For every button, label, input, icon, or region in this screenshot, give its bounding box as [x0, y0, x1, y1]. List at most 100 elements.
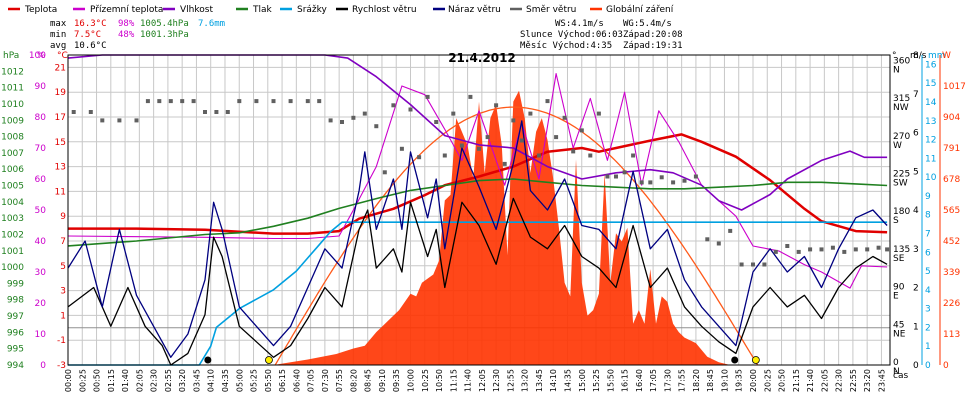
x-tick-label: 04:10 [207, 369, 216, 392]
info-mesic-zapad: Západ:19:31 [623, 41, 683, 51]
wind-tick-label: 2 [913, 284, 919, 294]
temp-tick-label: 13 [55, 163, 66, 173]
wind-tick-label: 5 [913, 167, 919, 177]
wind-direction-point [100, 118, 105, 123]
wind-direction-point [596, 111, 601, 116]
wind-direction-point [254, 99, 259, 104]
x-axis: 00:00 00:25 00:50 01:15 01:40 02:05 02:30 02:55… [64, 369, 886, 392]
temp-tick-label: -3 [57, 361, 66, 371]
legend-label-tlak: Tlak [252, 5, 273, 15]
hum-tick-label: 40 [35, 237, 47, 247]
dir-tick-label: 180 [893, 207, 910, 217]
wind-direction-point [739, 262, 744, 267]
sun-marker-icon [265, 356, 273, 364]
x-tick-label: 07:05 [307, 369, 316, 392]
rain-tick-label: 7 [925, 229, 931, 239]
left-axes: -3-1135791113151719219949959969979989991… [1, 51, 66, 371]
series-globalni-zareni-area [68, 90, 888, 365]
axis-unit-headers: hPa % °C ° m/s mm W [3, 51, 951, 61]
wind-direction-point [571, 149, 576, 154]
rad-tick-label: 791 [943, 144, 960, 154]
wind-direction-point [203, 110, 207, 114]
wind-direction-point [536, 153, 541, 158]
dir-tick-label: 270 [893, 132, 910, 142]
x-tick-label: 10:00 [407, 369, 416, 392]
x-tick-label: 02:05 [135, 369, 144, 392]
dir-name-label: N [893, 367, 900, 377]
dir-name-label: SW [893, 178, 908, 188]
rain-tick-label: 12 [925, 136, 936, 146]
rain-tick-label: 15 [925, 79, 936, 89]
wind-direction-point [425, 94, 430, 99]
wind-direction-point [614, 174, 618, 179]
stats-avg-temp: 10.6°C [74, 41, 107, 51]
wind-direction-point [117, 118, 122, 123]
hum-tick-label: 10 [35, 330, 47, 340]
press-tick-label: 994 [7, 361, 24, 371]
wind-direction-point [588, 153, 593, 158]
dir-name-label: W [893, 141, 902, 151]
x-tick-label: 16:40 [635, 369, 644, 392]
dir-tick-label: 360 [893, 56, 910, 66]
x-tick-label: 04:35 [221, 369, 230, 392]
x-tick-label: 12:05 [478, 369, 487, 392]
dir-tick-label: 315 [893, 94, 910, 104]
stats-block: max 16.3°C 98% 1005.4hPa 7.6mm min 7.5°C… [50, 19, 225, 51]
legend-label-naraz-vetru: Náraz větru [448, 5, 501, 15]
rain-tick-label: 5 [925, 267, 931, 277]
wind-tick-label: 3 [913, 245, 919, 255]
rad-tick-label: 1017 [943, 82, 966, 92]
wind-direction-point [71, 110, 76, 114]
rad-tick-label: 678 [943, 175, 960, 185]
wind-direction-point [865, 247, 870, 252]
wind-direction-point [519, 138, 524, 143]
sun-theoretical-curve [274, 106, 759, 366]
x-tick-label: 12:30 [492, 369, 501, 392]
wind-direction-point [622, 170, 627, 175]
wind-direction-point [885, 247, 890, 252]
dir-name-label: NE [893, 329, 906, 339]
wind-direction-point [528, 111, 533, 116]
moon-marker-icon [731, 356, 739, 364]
wind-direction-point [214, 110, 219, 114]
plot-frame [67, 54, 891, 366]
wind-direction-point [853, 247, 858, 252]
wind-tick-label: 0 [913, 361, 919, 371]
x-tick-label: 09:10 [378, 369, 387, 392]
wind-direction-point [408, 107, 413, 112]
x-tick-label: 17:05 [649, 369, 658, 392]
wind-tick-label: 6 [913, 129, 919, 139]
info-wg: WG:5.4m/s [623, 19, 672, 29]
temp-tick-label: 1 [60, 311, 66, 321]
press-tick-label: 995 [7, 345, 24, 355]
wind-direction-point [391, 103, 396, 108]
info-ws: WS:4.1m/s [555, 19, 604, 29]
x-tick-label: 20:50 [778, 369, 787, 392]
legend-label-smer-vetru: Směr větru [526, 5, 576, 15]
wind-direction-point [716, 241, 721, 246]
wind-direction-point [693, 174, 698, 179]
wind-direction-point [545, 99, 550, 104]
legend-label-rychlost-vetru: Rychlost větru [352, 5, 417, 15]
x-tick-label: 03:45 [192, 369, 201, 392]
wind-direction-point [459, 143, 464, 148]
moon-marker-icon [204, 356, 212, 364]
x-tick-label: 10:50 [435, 369, 444, 392]
rain-tick-label: 2 [925, 323, 931, 333]
wind-tick-label: 4 [913, 206, 919, 216]
x-tick-label: 11:40 [464, 369, 473, 392]
temp-tick-label: 11 [55, 187, 66, 197]
press-tick-label: 996 [7, 328, 24, 338]
press-tick-label: 1009 [1, 116, 24, 126]
wind-direction-point [191, 99, 196, 104]
x-axis-label: čas [893, 370, 908, 381]
x-tick-label: 13:45 [535, 369, 544, 392]
x-tick-label: 05:25 [250, 369, 259, 392]
temp-tick-label: 19 [55, 88, 67, 98]
wind-direction-point [288, 99, 293, 104]
legend-label-prizemni-teplota: Přízemní teplota [90, 5, 163, 15]
rad-tick-label: 0 [943, 361, 949, 371]
astro-info: WS:4.1m/s WG:5.4m/s Slunce Východ:06:03 … [520, 19, 683, 51]
press-tick-label: 998 [7, 296, 24, 306]
sun-marker-icon [751, 356, 760, 364]
